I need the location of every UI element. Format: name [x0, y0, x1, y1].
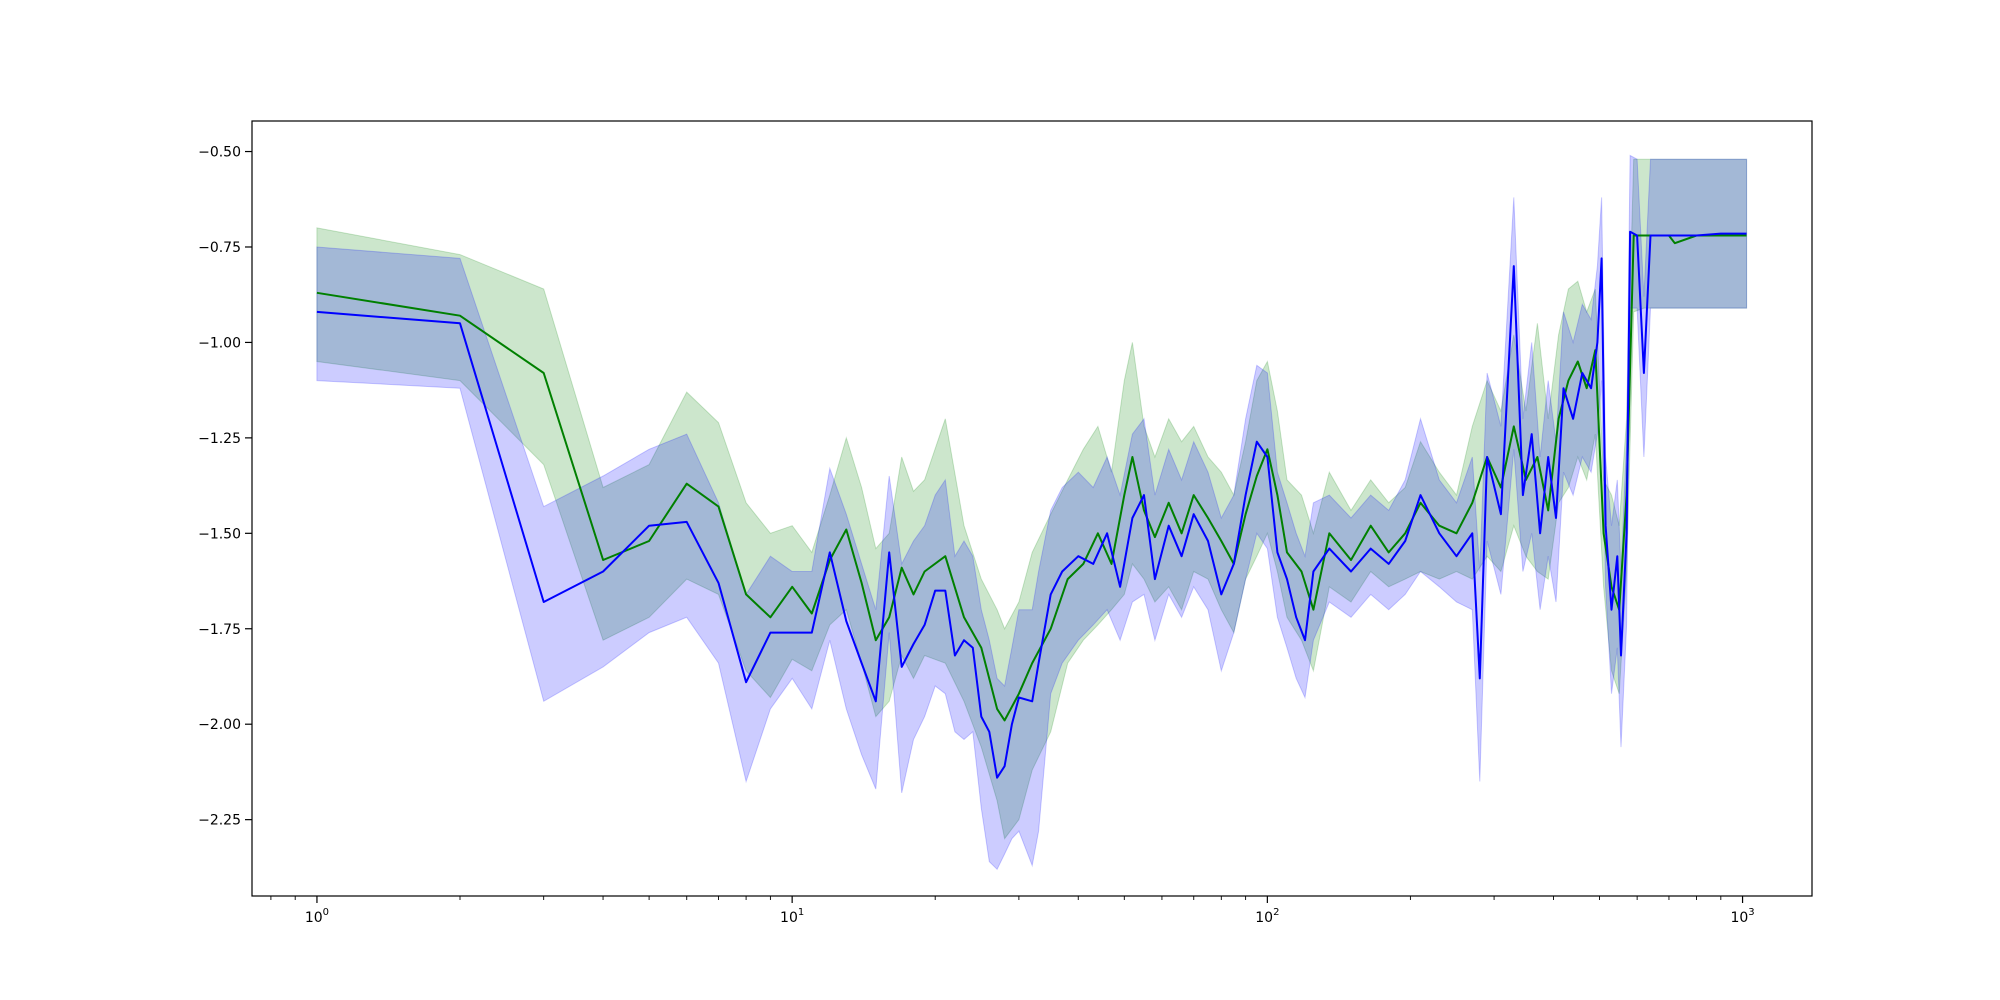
y-tick-label: −1.50: [198, 526, 241, 542]
y-tick-label: −2.25: [198, 813, 241, 829]
y-tick-label: −2.00: [198, 717, 241, 733]
x-axis: 100 101 102 103: [270, 896, 1755, 926]
confidence-bands: [316, 154, 1748, 871]
y-tick-label: −1.25: [198, 431, 241, 447]
plot-area-frame: [251, 120, 1813, 897]
x-tick-label: 100: [305, 907, 329, 926]
y-axis: −0.50 −0.75 −1.00 −1.25 −1.50 −1.75 −2.00 −2.25: [198, 145, 252, 829]
x-tick-label: 103: [1730, 907, 1754, 926]
series-lines: [316, 230, 1747, 779]
y-tick-label: −1.75: [198, 622, 241, 638]
series-2-line: [316, 230, 1747, 779]
x-tick-label: 102: [1255, 907, 1279, 926]
y-tick-label: −1.00: [198, 335, 241, 351]
series-1-band: [316, 158, 1748, 840]
y-tick-label: −0.75: [198, 240, 241, 256]
series-1-line: [316, 234, 1747, 722]
series-2-band: [316, 154, 1748, 871]
x-tick-label: 101: [780, 907, 804, 926]
y-tick-label: −0.50: [198, 145, 241, 161]
